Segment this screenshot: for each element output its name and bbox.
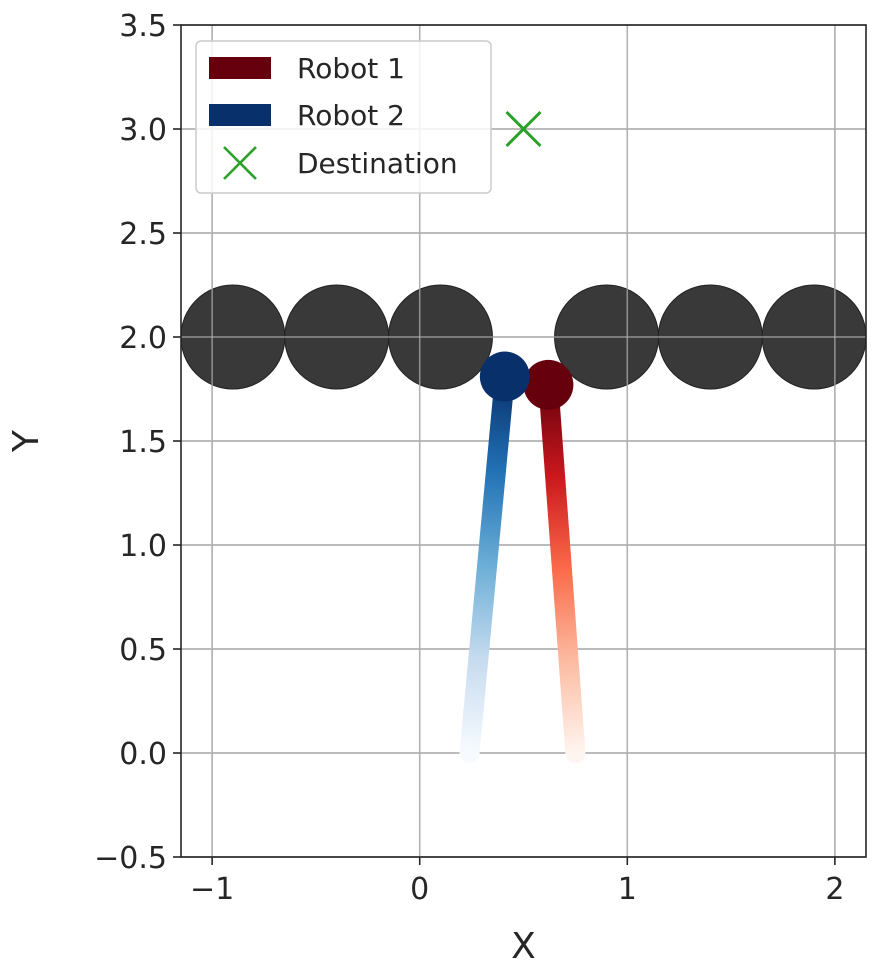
robot-1-marker — [523, 359, 574, 410]
legend-entry: Destination — [223, 146, 458, 180]
legend-destination-x-icon — [223, 146, 257, 180]
y-tick-label: 0.0 — [119, 737, 167, 772]
robot-markers — [479, 351, 574, 410]
legend: Robot 1 Robot 2 Destination — [195, 40, 492, 194]
y-tick-label: 3.5 — [119, 9, 167, 44]
legend-label: Robot 2 — [297, 99, 405, 132]
x-tick-label: 0 — [410, 872, 429, 907]
y-tick-label: 1.5 — [119, 425, 167, 460]
y-tick-label: 3.0 — [119, 113, 167, 148]
legend-label: Robot 1 — [297, 52, 405, 85]
y-axis-label: Y — [6, 429, 47, 453]
robot-paths — [459, 366, 586, 763]
x-axis-label: X — [511, 926, 536, 967]
robot-2-trajectory — [459, 366, 515, 763]
y-tick-label: −0.5 — [94, 841, 167, 876]
y-tick-label: 2.0 — [119, 321, 167, 356]
robot-2-marker — [479, 351, 530, 402]
destination-marker-group — [505, 110, 542, 148]
y-tick-label: 2.5 — [119, 217, 167, 252]
legend-swatch — [209, 104, 271, 126]
y-tick-label: 1.0 — [119, 529, 167, 564]
robot-1-trajectory — [538, 374, 586, 763]
legend-label: Destination — [297, 147, 458, 180]
legend-entry: Robot 1 — [209, 52, 405, 85]
x-tick-label: −1 — [190, 872, 234, 907]
legend-entry: Robot 2 — [209, 99, 405, 132]
destination-x-marker — [505, 110, 542, 148]
x-tick-label: 1 — [618, 872, 637, 907]
y-tick-label: 0.5 — [119, 633, 167, 668]
legend-swatch — [209, 57, 271, 79]
x-tick-label: 2 — [825, 872, 844, 907]
obstacles — [181, 25, 866, 857]
axis-ticks: −1 0 1 2 −0.5 0.0 0.5 1.0 1.5 2.0 2.5 3.0 3.5 — [94, 9, 844, 907]
